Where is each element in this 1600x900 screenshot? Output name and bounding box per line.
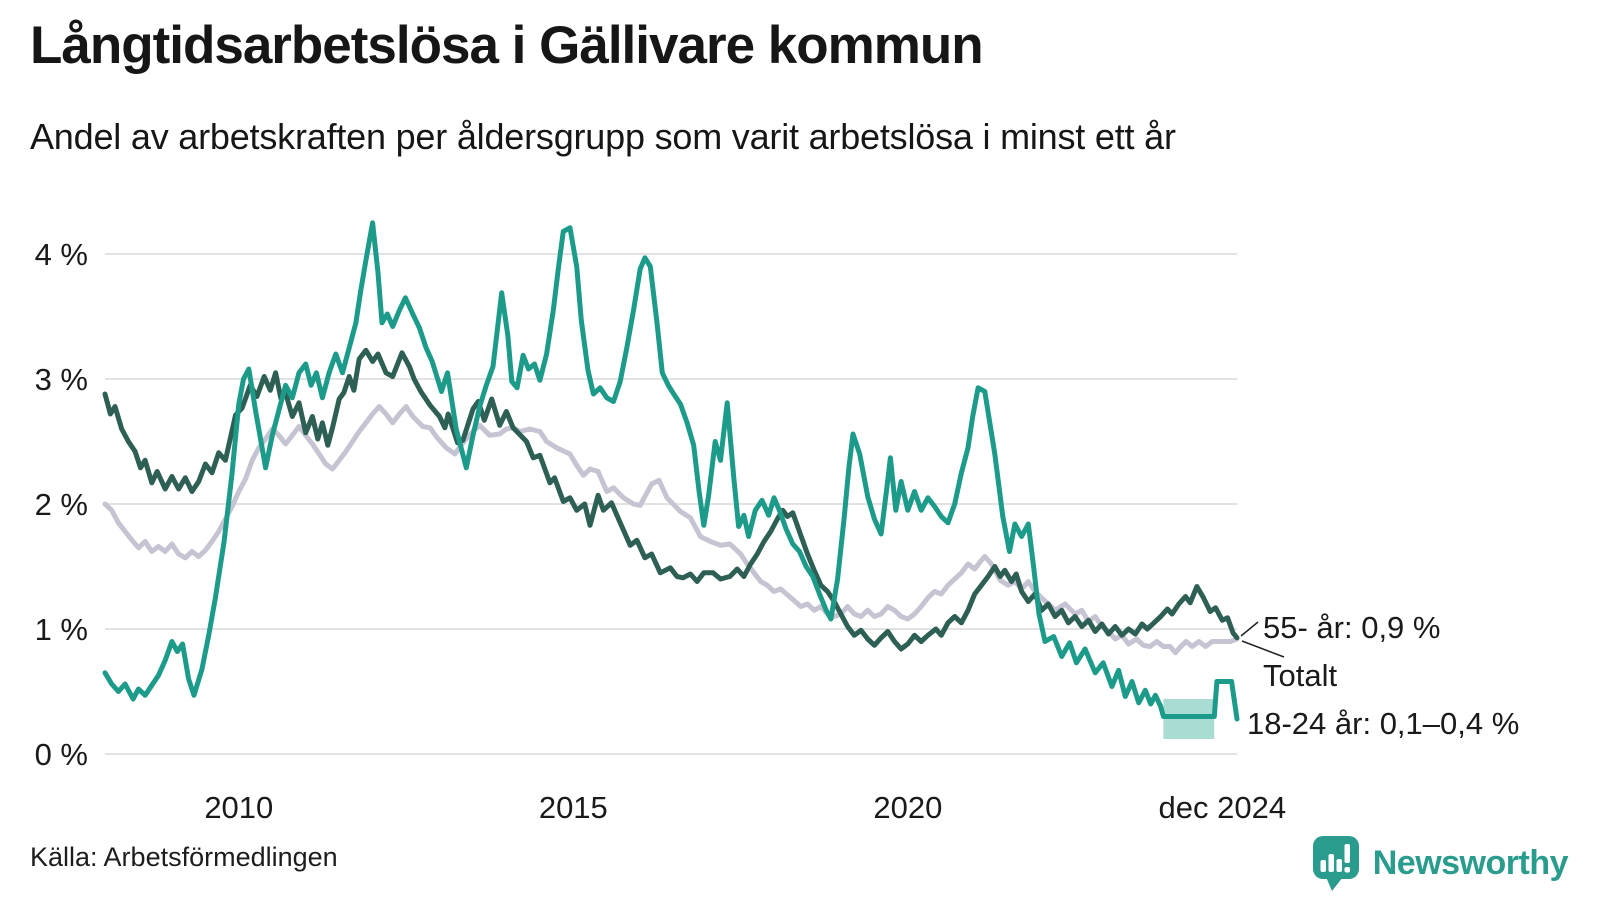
x-axis-tick-label: 2020 xyxy=(873,790,942,825)
page-title: Långtidsarbetslösa i Gällivare kommun xyxy=(30,16,984,75)
source-caption: Källa: Arbetsförmedlingen xyxy=(30,842,338,872)
y-axis-tick-label: 3 % xyxy=(35,362,88,397)
x-axis-tick-label: dec 2024 xyxy=(1159,790,1287,825)
newsworthy-wordmark: Newsworthy xyxy=(1372,843,1569,882)
leader-line xyxy=(1240,621,1259,637)
y-axis-tick-label: 1 % xyxy=(35,612,88,647)
y-axis-tick-label: 2 % xyxy=(35,487,88,522)
end-label-18-24-ar: 18-24 år: 0,1–0,4 % xyxy=(1247,706,1519,741)
series-line-55-ar xyxy=(102,347,1240,652)
newsworthy-logo-icon xyxy=(1312,836,1359,891)
page-subtitle: Andel av arbetskraften per åldersgrupp s… xyxy=(30,116,1176,157)
x-axis-tick-label: 2015 xyxy=(539,790,608,825)
leader-line xyxy=(1241,640,1285,658)
series-line-totalt xyxy=(102,404,1240,656)
series-line-18-24-ar xyxy=(102,220,1240,722)
end-label-55-ar: 55- år: 0,9 % xyxy=(1263,610,1440,645)
end-label-totalt: Totalt xyxy=(1263,658,1337,693)
y-axis-tick-label: 4 % xyxy=(35,237,88,272)
newsworthy-brand: Newsworthy xyxy=(1311,834,1569,892)
y-axis-tick-label: 0 % xyxy=(35,737,88,772)
x-axis-tick-label: 2010 xyxy=(204,790,273,825)
